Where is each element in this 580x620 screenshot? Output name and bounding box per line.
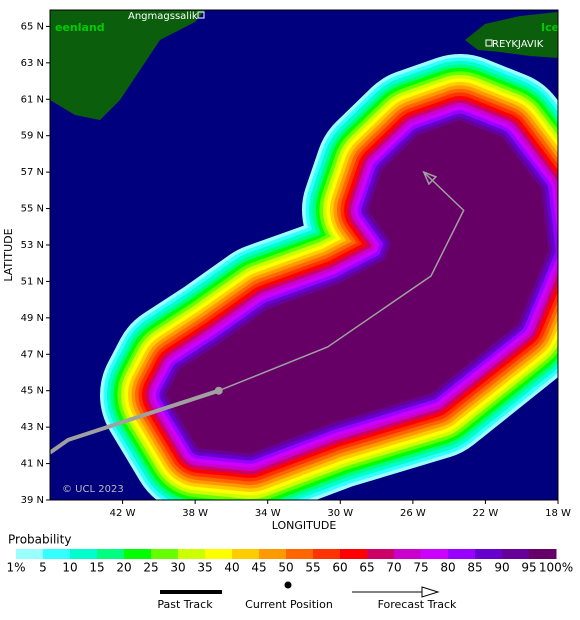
legend-tick-label: 100% xyxy=(539,561,573,575)
y-tick-label: 39 N xyxy=(21,495,44,506)
place-label: Ice xyxy=(541,21,559,34)
y-tick-label: 65 N xyxy=(21,21,44,32)
legend-label: Current Position xyxy=(245,598,333,611)
legend: 1% 5 10 15 20 25 30 35 40 45 50 55 60 65 70 75 80 85 90 95 1… xyxy=(6,549,573,575)
legend-swatch xyxy=(313,549,341,559)
x-tick-label: 30 W xyxy=(327,508,353,519)
forecast-arrow xyxy=(422,170,438,186)
place-label: eenland xyxy=(55,21,105,34)
legend-swatch xyxy=(259,549,287,559)
legend-tick-label: 1% xyxy=(6,561,25,575)
legend-swatch xyxy=(340,549,368,559)
y-tick-label: 49 N xyxy=(21,313,44,324)
legend-swatch xyxy=(151,549,179,559)
legend-swatch xyxy=(448,549,476,559)
x-tick-label: 38 W xyxy=(182,508,208,519)
legend-tick-label: 50 xyxy=(278,561,293,575)
y-tick-label: 43 N xyxy=(21,422,44,433)
forecast-track xyxy=(218,171,465,392)
x-tick-label: 42 W xyxy=(110,508,136,519)
legend-label: Past Track xyxy=(157,598,213,611)
current-position-key xyxy=(284,581,292,589)
y-tick-label: 53 N xyxy=(21,240,44,251)
legend-tick-label: 55 xyxy=(305,561,320,575)
legend-swatch xyxy=(16,549,44,559)
place-marker xyxy=(485,39,493,47)
legend-swatch xyxy=(124,549,152,559)
x-tick-label: 26 W xyxy=(400,508,426,519)
legend-tick-label: 90 xyxy=(494,561,509,575)
legend-tick-label: 40 xyxy=(224,561,239,575)
legend-swatch xyxy=(421,549,449,559)
plot-frame xyxy=(49,9,559,501)
greenland xyxy=(50,10,205,120)
legend-tick-label: 80 xyxy=(440,561,455,575)
legend-tick-label: 85 xyxy=(467,561,482,575)
place-marker xyxy=(197,11,205,19)
legend-label: Forecast Track xyxy=(378,598,457,611)
legend-tick-label: 45 xyxy=(251,561,266,575)
y-tick-label: 55 N xyxy=(21,204,44,215)
place-label: Angmagssalik xyxy=(128,11,198,22)
x-tick-label: 34 W xyxy=(255,508,281,519)
probability-swath xyxy=(100,54,558,500)
legend-tick-label: 60 xyxy=(332,561,347,575)
legend-tick-label: 20 xyxy=(116,561,131,575)
copyright: © UCL 2023 xyxy=(62,484,124,495)
legend-tick-label: 95 xyxy=(521,561,536,575)
legend-tick-label: 10 xyxy=(62,561,77,575)
x-axis-title: LONGITUDE xyxy=(272,519,337,532)
y-tick-label: 63 N xyxy=(21,58,44,69)
legend-tick-label: 75 xyxy=(413,561,428,575)
y-tick-label: 61 N xyxy=(21,94,44,105)
legend-tick-label: 25 xyxy=(143,561,158,575)
place-label: REYKJAVIK xyxy=(492,39,544,50)
legend-swatch xyxy=(43,549,71,559)
legend-swatch xyxy=(529,549,557,559)
y-axis-title: LATITUDE xyxy=(2,228,15,281)
legend-swatch xyxy=(394,549,422,559)
y-tick-label: 59 N xyxy=(21,131,44,142)
forecast-arrow-key xyxy=(421,586,440,598)
legend-tick-label: 30 xyxy=(170,561,185,575)
legend-swatch xyxy=(367,549,395,559)
past-track xyxy=(48,388,220,455)
tracks xyxy=(48,170,465,455)
legend-swatch xyxy=(502,549,530,559)
legend-tick-label: 5 xyxy=(39,561,47,575)
x-tick-label: 22 W xyxy=(473,508,499,519)
y-tick-label: 41 N xyxy=(21,459,44,470)
y-tick-label: 45 N xyxy=(21,386,44,397)
y-tick-label: 47 N xyxy=(21,349,44,360)
current-position xyxy=(214,386,223,395)
y-tick-label: 51 N xyxy=(21,276,44,287)
legend-swatch xyxy=(232,549,260,559)
x-tick-label: 18 W xyxy=(545,508,571,519)
y-tick-label: 57 N xyxy=(21,167,44,178)
legend-title: Probability xyxy=(8,533,71,547)
legend-swatch xyxy=(97,549,125,559)
legend-tick-label: 70 xyxy=(386,561,401,575)
legend-swatch xyxy=(205,549,233,559)
legend-swatch xyxy=(178,549,206,559)
legend-swatch xyxy=(475,549,503,559)
legend-tick-label: 65 xyxy=(359,561,374,575)
legend-swatch xyxy=(70,549,98,559)
legend-tick-label: 15 xyxy=(89,561,104,575)
legend-swatch xyxy=(286,549,314,559)
legend-tick-label: 35 xyxy=(197,561,212,575)
probability-band xyxy=(166,120,549,454)
